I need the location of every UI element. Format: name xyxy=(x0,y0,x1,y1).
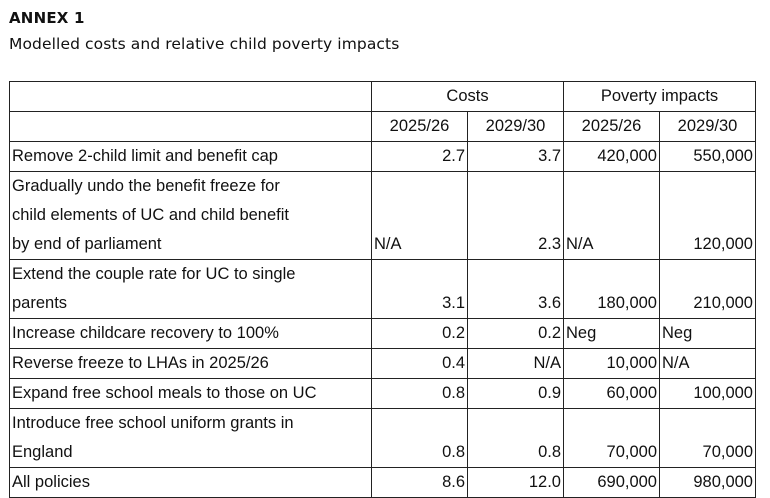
policy-label: Gradually undo the benefit freeze for chi… xyxy=(9,171,372,260)
poverty-impact-cell: 70,000 xyxy=(659,408,756,468)
cost-value-cell: 0.2 xyxy=(371,318,468,349)
policy-label: Expand free school meals to those on UC xyxy=(9,378,372,409)
policy-label: Extend the couple rate for UC to single p… xyxy=(9,259,372,319)
poverty-impact-cell: N/A xyxy=(659,348,756,379)
policy-label-line: Reverse freeze to LHAs in 2025/26 xyxy=(12,354,269,372)
policy-label-line: by end of parliament xyxy=(12,235,162,253)
cost-value-cell: 0.2 xyxy=(467,318,564,349)
year-header: 2025/26 xyxy=(371,111,468,142)
poverty-impact-cell: 690,000 xyxy=(563,467,660,498)
table-row: Remove 2-child limit and benefit cap 2.7 3… xyxy=(9,141,756,172)
policy-label-line: Remove 2-child limit and benefit cap xyxy=(12,147,278,165)
cost-value-cell: 3.1 xyxy=(371,259,468,319)
policy-label-line: England xyxy=(12,443,73,461)
policy-label: All policies xyxy=(9,467,372,498)
year-header-row: 2025/26 2029/30 2025/26 2029/30 xyxy=(9,111,756,142)
cost-value-cell: 0.8 xyxy=(467,408,564,468)
cost-value-cell: 0.8 xyxy=(371,378,468,409)
policy-label-line: All policies xyxy=(12,473,90,491)
policy-label-line: Introduce free school uniform grants in xyxy=(12,414,294,432)
cost-value-cell: N/A xyxy=(467,348,564,379)
policy-label-line: parents xyxy=(12,294,68,312)
group-header-row: Costs Poverty impacts xyxy=(9,81,756,112)
year-header: 2025/26 xyxy=(563,111,660,142)
poverty-impact-cell: 550,000 xyxy=(659,141,756,172)
cost-value-cell: 12.0 xyxy=(467,467,564,498)
cost-value-cell: 0.4 xyxy=(371,348,468,379)
poverty-impact-cell: 70,000 xyxy=(563,408,660,468)
table-body: Remove 2-child limit and benefit cap 2.7 3… xyxy=(9,141,756,498)
policy-label: Reverse freeze to LHAs in 2025/26 xyxy=(9,348,372,379)
poverty-impact-cell: Neg xyxy=(659,318,756,349)
policy-label-line: Gradually undo the benefit freeze for xyxy=(12,177,280,195)
policy-label-line: child elements of UC and child benefit xyxy=(12,206,289,224)
table-row: Expand free school meals to those on UC 0… xyxy=(9,378,756,409)
poverty-impact-cell: 420,000 xyxy=(563,141,660,172)
table-row: Introduce free school uniform grants in E… xyxy=(9,408,756,468)
policy-label-line: Extend the couple rate for UC to single xyxy=(12,265,296,283)
cost-value-cell: N/A xyxy=(371,171,468,260)
poverty-impact-cell: 10,000 xyxy=(563,348,660,379)
blank-header-cell xyxy=(9,81,372,112)
poverty-impact-cell: 100,000 xyxy=(659,378,756,409)
cost-value-cell: 3.6 xyxy=(467,259,564,319)
table-row: All policies 8.6 12.0 690,000 980,000 xyxy=(9,467,756,498)
poverty-impact-cell: 980,000 xyxy=(659,467,756,498)
cost-value-cell: 2.3 xyxy=(467,171,564,260)
table-row: Gradually undo the benefit freeze for chi… xyxy=(9,171,756,260)
poverty-impact-cell: 180,000 xyxy=(563,259,660,319)
poverty-impact-cell: N/A xyxy=(563,171,660,260)
policy-label-line: Increase childcare recovery to 100% xyxy=(12,324,279,342)
policy-label: Increase childcare recovery to 100% xyxy=(9,318,372,349)
year-header: 2029/30 xyxy=(659,111,756,142)
cost-value-cell: 0.8 xyxy=(371,408,468,468)
blank-header-cell xyxy=(9,111,372,142)
annex-heading: ANNEX 1 xyxy=(9,9,85,27)
cost-value-cell: 3.7 xyxy=(467,141,564,172)
year-header: 2029/30 xyxy=(467,111,564,142)
table-row: Increase childcare recovery to 100% 0.2 0.… xyxy=(9,318,756,349)
costs-impacts-table: Costs Poverty impacts 2025/26 2029/30 20… xyxy=(9,81,756,498)
poverty-impact-cell: 210,000 xyxy=(659,259,756,319)
annex-subheading: Modelled costs and relative child povert… xyxy=(9,35,400,53)
cost-value-cell: 2.7 xyxy=(371,141,468,172)
poverty-group-header: Poverty impacts xyxy=(563,81,756,112)
table-row: Extend the couple rate for UC to single p… xyxy=(9,259,756,319)
table-row: Reverse freeze to LHAs in 2025/26 0.4 N/A 1… xyxy=(9,348,756,379)
poverty-impact-cell: 120,000 xyxy=(659,171,756,260)
policy-label: Introduce free school uniform grants in E… xyxy=(9,408,372,468)
poverty-impact-cell: 60,000 xyxy=(563,378,660,409)
cost-value-cell: 8.6 xyxy=(371,467,468,498)
costs-group-header: Costs xyxy=(371,81,564,112)
cost-value-cell: 0.9 xyxy=(467,378,564,409)
policy-label-line: Expand free school meals to those on UC xyxy=(12,384,317,402)
poverty-impact-cell: Neg xyxy=(563,318,660,349)
policy-label: Remove 2-child limit and benefit cap xyxy=(9,141,372,172)
